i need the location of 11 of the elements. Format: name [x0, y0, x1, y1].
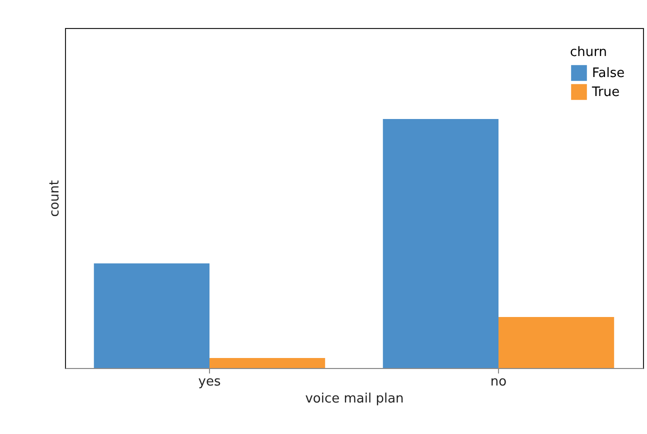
x-tick-label: yes — [198, 374, 221, 390]
bar — [94, 263, 210, 368]
x-axis-title: voice mail plan — [305, 392, 404, 406]
legend-label: True — [591, 85, 620, 100]
x-tick-label: no — [490, 374, 507, 390]
bar — [382, 119, 498, 368]
legend-title: churn — [570, 45, 607, 60]
y-axis-title: count — [48, 180, 62, 217]
legend-label: False — [592, 66, 625, 81]
bar — [210, 358, 326, 368]
bar — [498, 316, 614, 368]
